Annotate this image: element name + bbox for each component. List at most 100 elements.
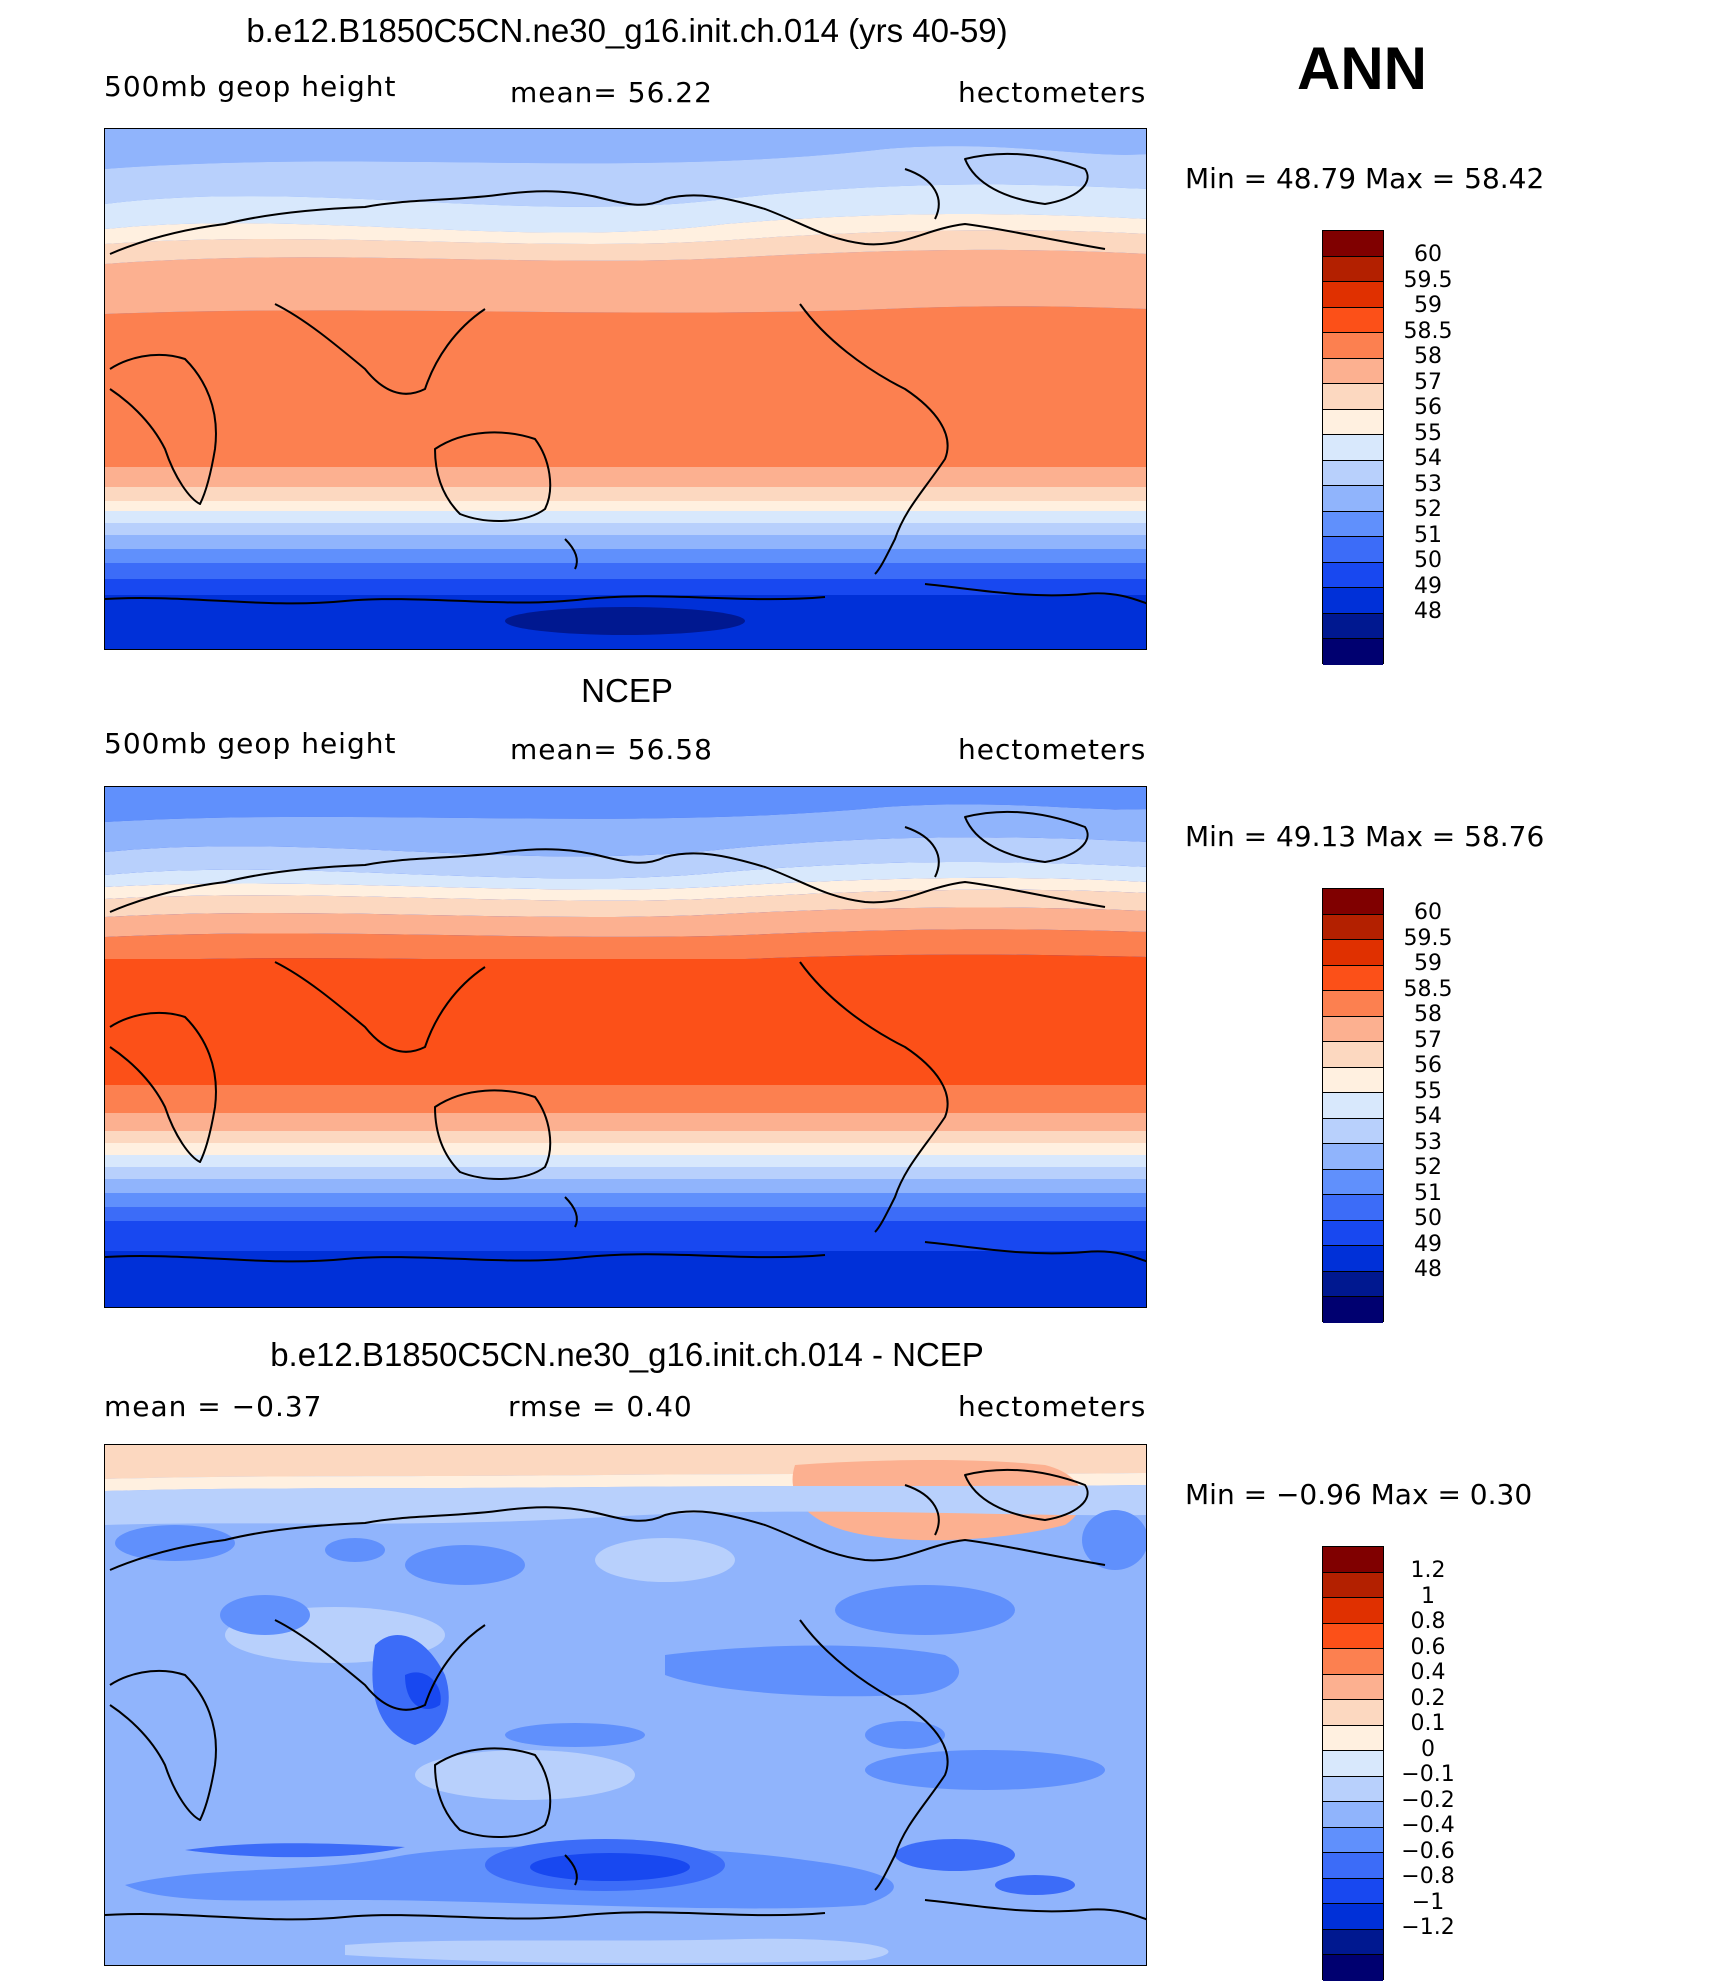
colorbar-swatch bbox=[1323, 1093, 1383, 1119]
panel3-colorbar-tick: −1.2 bbox=[1401, 1915, 1455, 1940]
panel1-colorbar bbox=[1322, 230, 1384, 665]
panel2-colorbar-tick: 57 bbox=[1414, 1028, 1442, 1053]
colorbar-swatch bbox=[1323, 1623, 1383, 1649]
colorbar-swatch bbox=[1323, 1195, 1383, 1221]
colorbar-swatch bbox=[1323, 1827, 1383, 1853]
panel2-map bbox=[104, 786, 1147, 1308]
panel3-contour-plot bbox=[105, 1445, 1146, 1965]
colorbar-swatch bbox=[1323, 1246, 1383, 1272]
panel3-colorbar-tick: 0.4 bbox=[1410, 1660, 1446, 1685]
colorbar-swatch bbox=[1323, 1929, 1383, 1955]
colorbar-swatch bbox=[1323, 889, 1383, 915]
panel1-colorbar-tick: 53 bbox=[1414, 472, 1442, 497]
panel2-title: NCEP bbox=[581, 672, 673, 709]
panel1-contour-plot bbox=[105, 129, 1146, 649]
panel1-colorbar-tick: 51 bbox=[1414, 523, 1442, 548]
colorbar-swatch bbox=[1323, 639, 1383, 665]
panel3-colorbar-tick: 1.2 bbox=[1410, 1558, 1446, 1583]
panel3-rmse-label: rmse = 0.40 bbox=[508, 1390, 693, 1423]
panel1-colorbar-tick: 52 bbox=[1414, 497, 1442, 522]
colorbar-swatch bbox=[1323, 1802, 1383, 1828]
panel3-units-label: hectometers bbox=[958, 1390, 1147, 1423]
panel1-colorbar-tick: 55 bbox=[1414, 421, 1442, 446]
colorbar-swatch bbox=[1323, 511, 1383, 537]
colorbar-swatch bbox=[1323, 1751, 1383, 1777]
panel3-colorbar-tick: 0.8 bbox=[1410, 1609, 1446, 1634]
colorbar-swatch bbox=[1323, 965, 1383, 991]
panel1-colorbar-tick: 48 bbox=[1414, 599, 1442, 624]
panel3-colorbar-tick: −0.2 bbox=[1401, 1788, 1455, 1813]
panel2-colorbar bbox=[1322, 888, 1384, 1323]
colorbar-swatch bbox=[1323, 1598, 1383, 1624]
panel3-colorbar-tick: −0.8 bbox=[1401, 1864, 1455, 1889]
panel3-colorbar-tick: 1 bbox=[1421, 1584, 1435, 1609]
panel3-colorbar-tick: 0.6 bbox=[1410, 1635, 1446, 1660]
season-label: ANN bbox=[1297, 35, 1427, 102]
panel2-colorbar-tick: 53 bbox=[1414, 1130, 1442, 1155]
colorbar-swatch bbox=[1323, 1853, 1383, 1879]
panel2-colorbar-tick: 58.5 bbox=[1403, 977, 1453, 1002]
panel1-colorbar-tick: 58.5 bbox=[1403, 319, 1453, 344]
colorbar-swatch bbox=[1323, 384, 1383, 410]
colorbar-swatch bbox=[1323, 231, 1383, 257]
panel3-colorbar bbox=[1322, 1546, 1384, 1981]
colorbar-swatch bbox=[1323, 1700, 1383, 1726]
panel1-colorbar-tick: 54 bbox=[1414, 446, 1442, 471]
colorbar-swatch bbox=[1323, 1649, 1383, 1675]
colorbar-swatch bbox=[1323, 282, 1383, 308]
panel1-map bbox=[104, 128, 1147, 650]
colorbar-swatch bbox=[1323, 307, 1383, 333]
panel2-colorbar-tick: 50 bbox=[1414, 1206, 1442, 1231]
panel2-colorbar-tick: 51 bbox=[1414, 1181, 1442, 1206]
panel1-title: b.e12.B1850C5CN.ne30_g16.init.ch.014 (yr… bbox=[246, 12, 1008, 49]
panel2-colorbar-tick: 49 bbox=[1414, 1232, 1442, 1257]
panel3-colorbar-tick: 0.2 bbox=[1410, 1686, 1446, 1711]
panel3-mean-label: mean = −0.37 bbox=[104, 1390, 323, 1423]
panel2-colorbar-tick: 55 bbox=[1414, 1079, 1442, 1104]
colorbar-swatch bbox=[1323, 1271, 1383, 1297]
colorbar-swatch bbox=[1323, 1725, 1383, 1751]
panel2-minmax: Min = 49.13 Max = 58.76 bbox=[1185, 820, 1545, 853]
colorbar-swatch bbox=[1323, 1118, 1383, 1144]
colorbar-swatch bbox=[1323, 1572, 1383, 1598]
colorbar-swatch bbox=[1323, 358, 1383, 384]
panel1-colorbar-tick: 58 bbox=[1414, 344, 1442, 369]
colorbar-swatch bbox=[1323, 1674, 1383, 1700]
panel2-colorbar-tick: 56 bbox=[1414, 1053, 1442, 1078]
colorbar-swatch bbox=[1323, 435, 1383, 461]
colorbar-swatch bbox=[1323, 1169, 1383, 1195]
panel2-colorbar-tick: 52 bbox=[1414, 1155, 1442, 1180]
colorbar-swatch bbox=[1323, 1042, 1383, 1068]
panel2-colorbar-tick: 59.5 bbox=[1403, 926, 1453, 951]
panel1-colorbar-tick: 57 bbox=[1414, 370, 1442, 395]
colorbar-swatch bbox=[1323, 1955, 1383, 1981]
colorbar-swatch bbox=[1323, 1904, 1383, 1930]
colorbar-swatch bbox=[1323, 256, 1383, 282]
panel3-colorbar-tick: −0.6 bbox=[1401, 1839, 1455, 1864]
panel3-colorbar-tick: −1 bbox=[1411, 1890, 1445, 1915]
panel1-colorbar-tick: 59.5 bbox=[1403, 268, 1453, 293]
panel1-colorbar-tick: 59 bbox=[1414, 293, 1442, 318]
colorbar-swatch bbox=[1323, 1220, 1383, 1246]
panel1-variable-label: 500mb geop height bbox=[104, 70, 397, 103]
panel2-colorbar-tick: 60 bbox=[1414, 900, 1442, 925]
colorbar-swatch bbox=[1323, 1067, 1383, 1093]
panel2-units-label: hectometers bbox=[958, 733, 1147, 766]
panel2-colorbar-tick: 59 bbox=[1414, 951, 1442, 976]
colorbar-swatch bbox=[1323, 914, 1383, 940]
colorbar-swatch bbox=[1323, 613, 1383, 639]
colorbar-swatch bbox=[1323, 409, 1383, 435]
panel1-colorbar-tick: 56 bbox=[1414, 395, 1442, 420]
colorbar-swatch bbox=[1323, 1297, 1383, 1323]
panel3-title: b.e12.B1850C5CN.ne30_g16.init.ch.014 - N… bbox=[270, 1336, 984, 1373]
panel2-contour-plot bbox=[105, 787, 1146, 1307]
colorbar-swatch bbox=[1323, 991, 1383, 1017]
panel3-colorbar-tick: −0.1 bbox=[1401, 1762, 1455, 1787]
colorbar-swatch bbox=[1323, 460, 1383, 486]
panel3-colorbar-tick: 0.1 bbox=[1410, 1711, 1446, 1736]
colorbar-swatch bbox=[1323, 537, 1383, 563]
colorbar-swatch bbox=[1323, 1016, 1383, 1042]
panel3-map bbox=[104, 1444, 1147, 1966]
panel1-colorbar-tick: 60 bbox=[1414, 242, 1442, 267]
colorbar-swatch bbox=[1323, 1547, 1383, 1573]
